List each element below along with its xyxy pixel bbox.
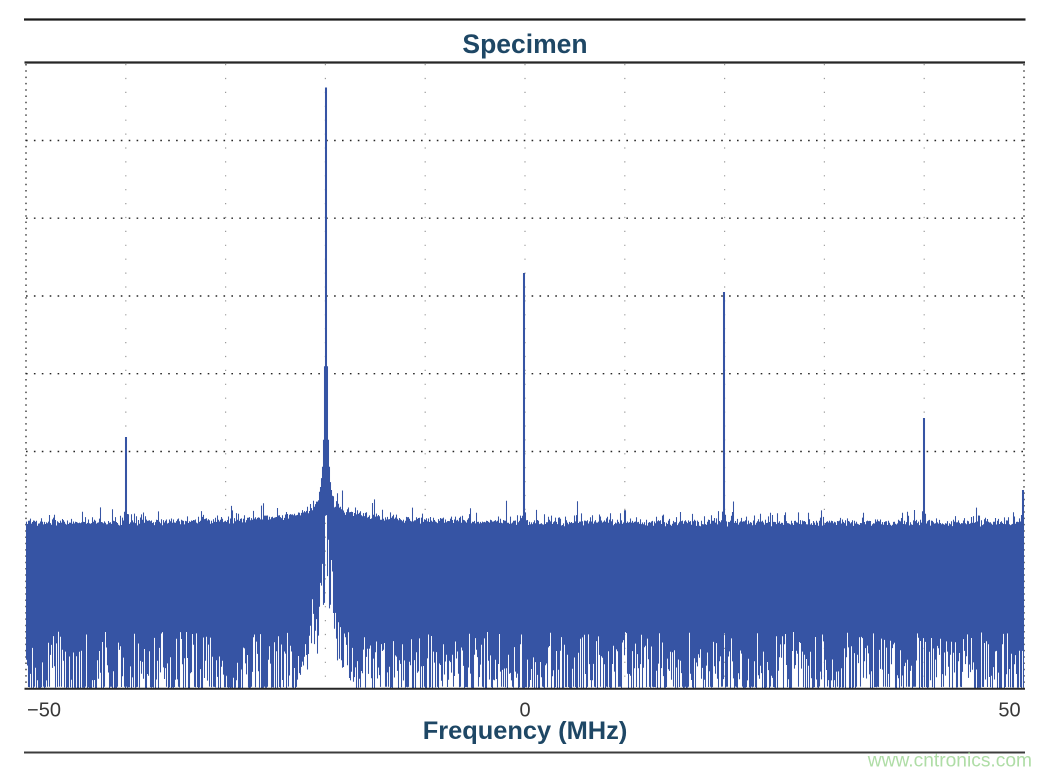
svg-text:Specimen: Specimen [462, 29, 587, 59]
svg-text:Frequency (MHz): Frequency (MHz) [423, 717, 628, 745]
svg-text:−50: −50 [27, 700, 61, 722]
svg-text:0: 0 [519, 700, 530, 722]
svg-text:www.cntronics.com: www.cntronics.com [867, 750, 1032, 771]
svg-text:50: 50 [998, 700, 1020, 722]
